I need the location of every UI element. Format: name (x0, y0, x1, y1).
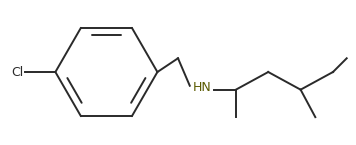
Text: Cl: Cl (11, 66, 23, 78)
Text: HN: HN (193, 81, 212, 94)
